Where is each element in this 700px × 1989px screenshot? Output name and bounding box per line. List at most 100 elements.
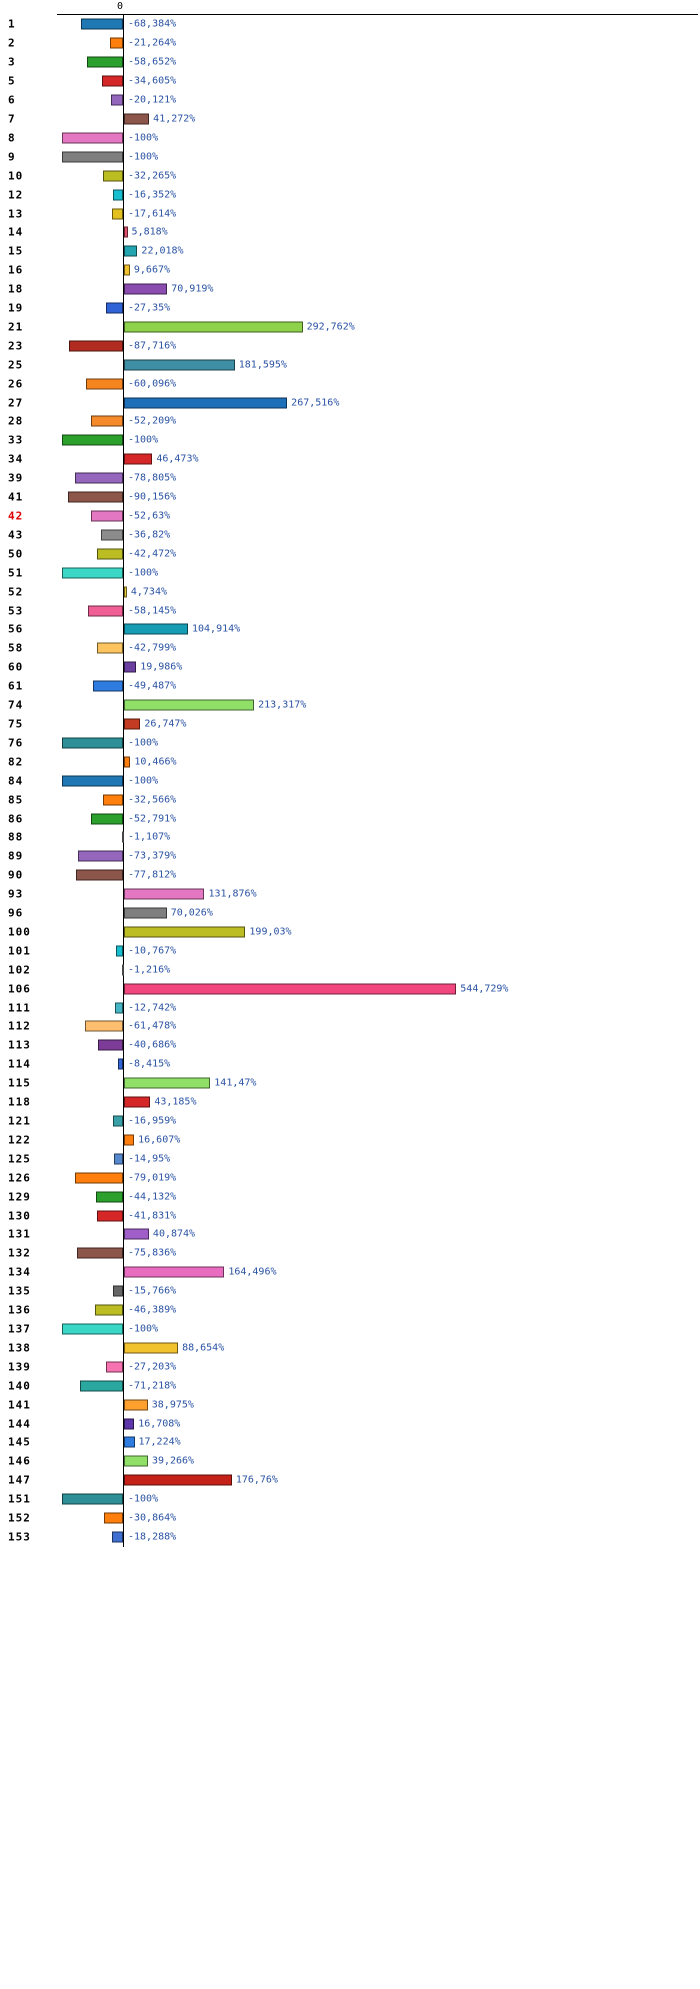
value-label: 43,185% — [154, 1096, 197, 1108]
value-label: -100% — [128, 132, 159, 144]
row-label: 3 — [8, 55, 16, 69]
chart-row: 137 -100% — [0, 1320, 700, 1339]
value-label: -32,265% — [128, 170, 177, 182]
value-label: -100% — [128, 1323, 159, 1335]
value-label: 181,595% — [238, 359, 287, 371]
value-label: 141,47% — [214, 1077, 257, 1089]
value-label: -42,472% — [128, 548, 177, 560]
chart-row: 82 10,466% — [0, 752, 700, 771]
row-label: 41 — [8, 490, 24, 504]
zero-axis-line — [123, 14, 124, 1547]
chart-row: 111 -12,742% — [0, 998, 700, 1017]
chart-row: 113 -40,686% — [0, 1036, 700, 1055]
bar — [124, 1399, 148, 1411]
row-label: 19 — [8, 301, 24, 315]
value-label: -14,95% — [128, 1153, 171, 1165]
value-label: -46,389% — [128, 1304, 177, 1316]
row-label: 100 — [8, 925, 31, 939]
value-label: -68,384% — [128, 18, 177, 30]
bar — [122, 831, 124, 843]
row-label: 51 — [8, 566, 24, 580]
chart-row: 27 267,516% — [0, 393, 700, 412]
row-label: 151 — [8, 1492, 31, 1506]
row-label: 147 — [8, 1473, 31, 1487]
bar — [124, 245, 138, 257]
bar — [112, 1115, 123, 1127]
bar — [103, 794, 123, 806]
row-label: 153 — [8, 1530, 31, 1544]
row-label: 88 — [8, 830, 24, 844]
chart-row: 129 -44,132% — [0, 1187, 700, 1206]
chart-row: 33 -100% — [0, 431, 700, 450]
bar — [124, 1418, 135, 1430]
row-label: 152 — [8, 1511, 31, 1525]
value-label: -100% — [128, 737, 159, 749]
bar — [98, 1039, 123, 1051]
value-label: 70,026% — [170, 907, 213, 919]
chart-row: 86 -52,791% — [0, 809, 700, 828]
chart-row: 90 -77,812% — [0, 866, 700, 885]
chart-row: 153 -18,288% — [0, 1528, 700, 1547]
chart-row: 85 -32,566% — [0, 790, 700, 809]
row-label: 85 — [8, 793, 24, 807]
row-label: 56 — [8, 622, 24, 636]
bar — [124, 321, 303, 333]
chart-row: 122 16,607% — [0, 1130, 700, 1149]
chart-row: 93 131,876% — [0, 885, 700, 904]
value-label: -79,019% — [128, 1172, 177, 1184]
chart-row: 9 -100% — [0, 147, 700, 166]
row-label: 9 — [8, 150, 16, 164]
bar — [124, 699, 255, 711]
bar — [91, 415, 123, 427]
bar — [124, 359, 235, 371]
chart-row: 96 70,026% — [0, 904, 700, 923]
bar — [97, 1210, 123, 1222]
chart-row: 6 -20,121% — [0, 91, 700, 110]
bar — [62, 434, 123, 446]
bar — [113, 189, 123, 201]
chart-row: 115 141,47% — [0, 1074, 700, 1093]
chart-row: 34 46,473% — [0, 450, 700, 469]
chart-row: 84 -100% — [0, 771, 700, 790]
row-label: 53 — [8, 604, 24, 618]
row-label: 137 — [8, 1322, 31, 1336]
chart-row: 51 -100% — [0, 563, 700, 582]
chart-row: 125 -14,95% — [0, 1149, 700, 1168]
chart-row: 89 -73,379% — [0, 847, 700, 866]
bar — [106, 302, 123, 314]
value-label: -60,096% — [128, 378, 177, 390]
value-label: -30,864% — [128, 1512, 177, 1524]
chart-row: 53 -58,145% — [0, 601, 700, 620]
value-label: -41,831% — [128, 1210, 177, 1222]
chart-row: 126 -79,019% — [0, 1168, 700, 1187]
bar — [110, 94, 123, 106]
value-label: -34,605% — [128, 75, 177, 87]
chart-row: 19 -27,35% — [0, 299, 700, 318]
row-label: 138 — [8, 1341, 31, 1355]
chart-row: 60 19,986% — [0, 658, 700, 677]
value-label: 22,018% — [141, 245, 184, 257]
value-label: 176,76% — [235, 1474, 278, 1486]
row-label: 145 — [8, 1435, 31, 1449]
bar — [69, 340, 123, 352]
chart-row: 10 -32,265% — [0, 166, 700, 185]
row-label: 14 — [8, 225, 24, 239]
row-label: 118 — [8, 1095, 31, 1109]
chart-row: 152 -30,864% — [0, 1509, 700, 1528]
bar — [115, 1002, 123, 1014]
row-label: 93 — [8, 887, 24, 901]
chart-row: 18 70,919% — [0, 280, 700, 299]
value-label: -78,805% — [128, 472, 177, 484]
chart-row: 131 40,874% — [0, 1225, 700, 1244]
bar — [113, 1285, 123, 1297]
bar — [124, 1266, 225, 1278]
row-label: 60 — [8, 660, 24, 674]
row-label: 90 — [8, 868, 24, 882]
value-label: -87,716% — [128, 340, 177, 352]
bar — [124, 113, 150, 125]
bar — [113, 1153, 123, 1165]
value-label: 131,876% — [208, 888, 257, 900]
chart-row: 151 -100% — [0, 1490, 700, 1509]
chart-row: 26 -60,096% — [0, 374, 700, 393]
chart-row: 101 -10,767% — [0, 941, 700, 960]
